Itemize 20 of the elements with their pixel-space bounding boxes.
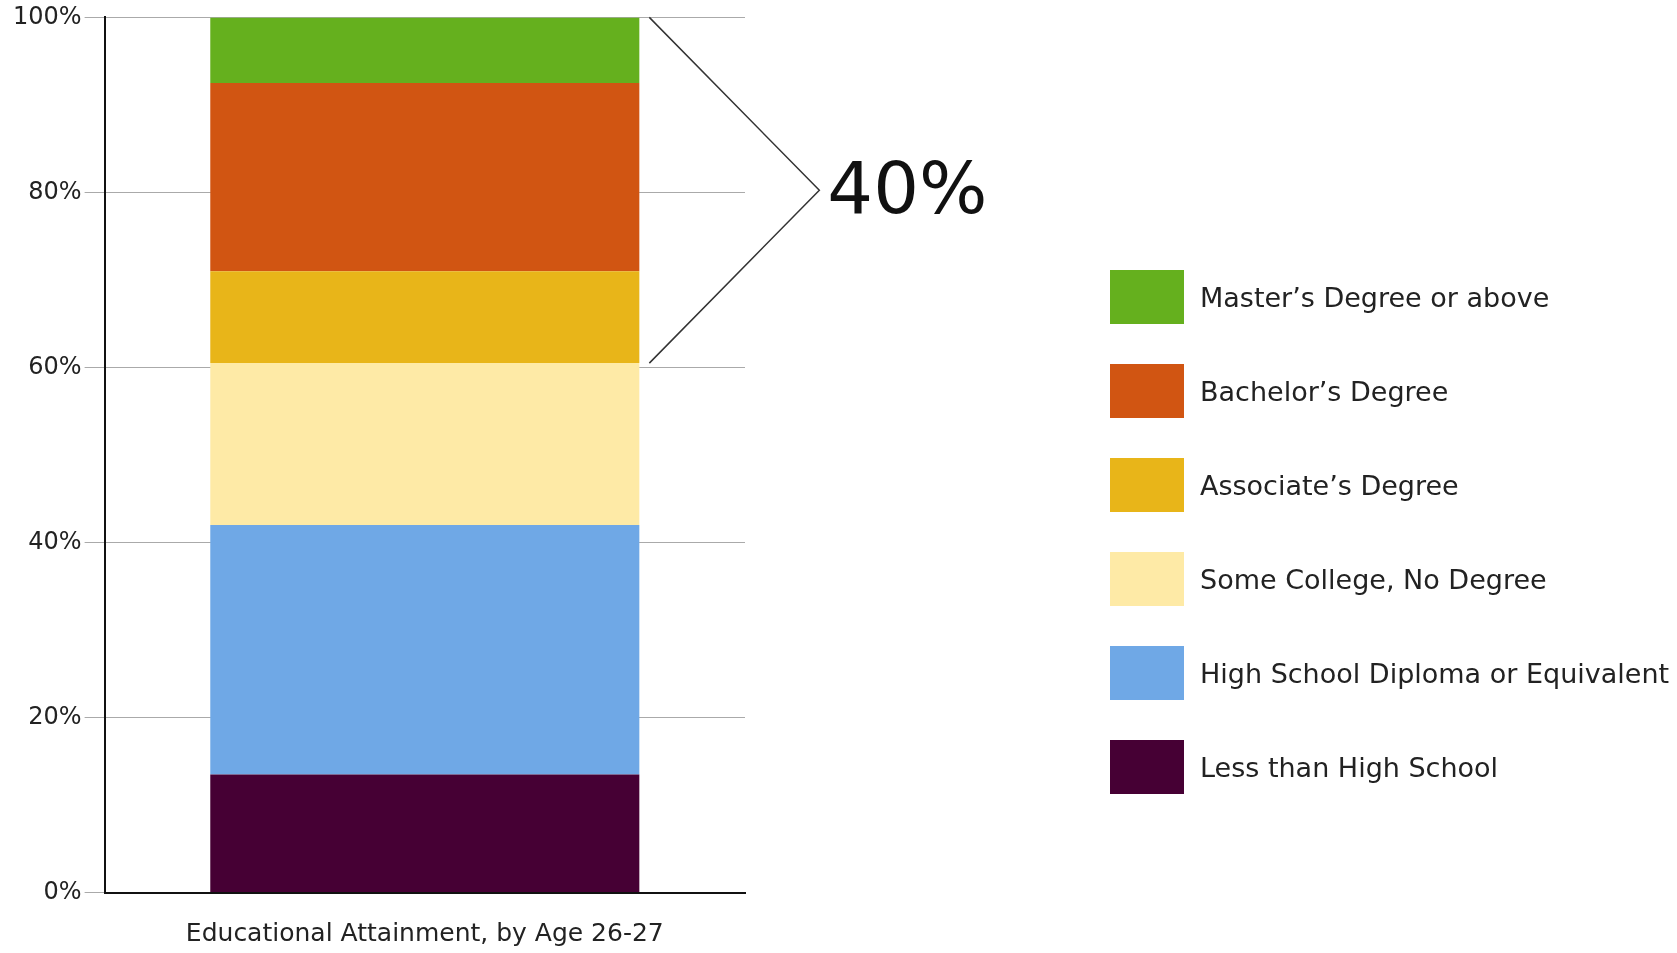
y-tick-label: 60% — [28, 351, 82, 380]
legend-label: High School Diploma or Equivalent — [1200, 657, 1670, 689]
y-tick-label: 20% — [28, 701, 82, 730]
bar — [210, 774, 640, 893]
x-axis-title: Educational Attainment, by Age 26-27 — [185, 917, 664, 947]
legend-label: Less than High School — [1200, 751, 1499, 783]
legend-label: Master’s Degree or above — [1200, 281, 1550, 313]
bar — [210, 525, 640, 775]
bar — [210, 83, 640, 272]
bar — [210, 17, 640, 84]
bar — [210, 271, 640, 364]
y-tick-label: 0% — [43, 876, 82, 905]
text: 40% — [827, 146, 988, 231]
y-tick-label: 40% — [28, 526, 82, 555]
legend-label: Associate’s Degree — [1200, 469, 1459, 501]
y-tick-label: 80% — [28, 176, 82, 205]
legend-label: Some College, No Degree — [1200, 563, 1547, 595]
y-tick-label: 100% — [12, 1, 82, 30]
bar — [210, 363, 640, 526]
legend-label: Bachelor’s Degree — [1200, 375, 1449, 407]
